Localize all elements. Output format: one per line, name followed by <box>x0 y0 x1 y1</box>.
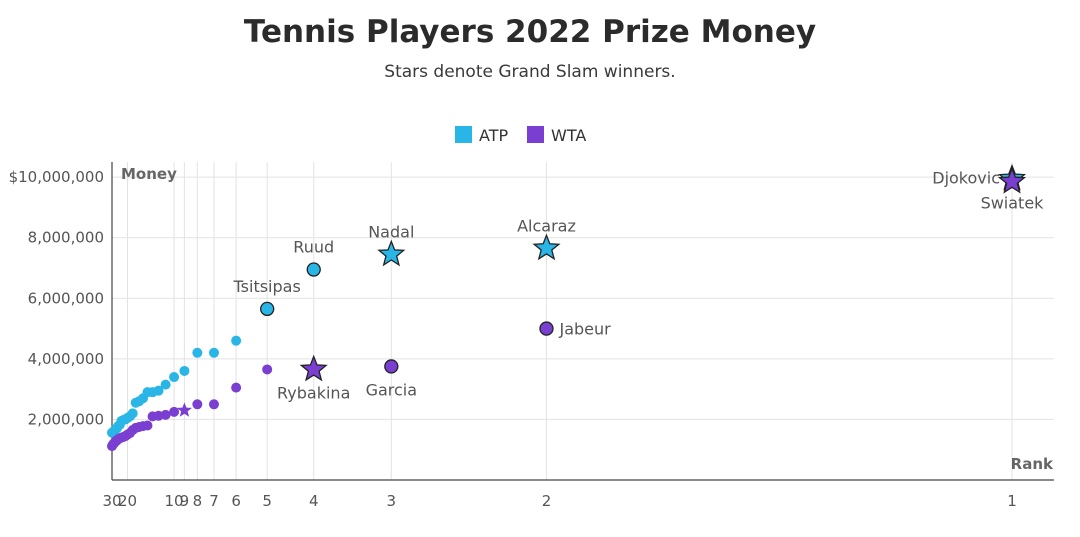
atp-point-rank-8 <box>192 347 203 358</box>
legend-label-atp: ATP <box>479 126 508 145</box>
wta-point-rank-5 <box>262 364 273 375</box>
data-label-swiatek: Swiatek <box>981 194 1045 213</box>
data-label-garcia: Garcia <box>366 380 417 399</box>
x-tick-label: 20 <box>118 492 137 510</box>
wta-point-rank-6 <box>231 382 242 393</box>
data-marks <box>107 163 1027 452</box>
y-tick-label: 6,000,000 <box>28 289 104 307</box>
data-labels: Djokovic Alcaraz Nadal Ruud Tsitsipas Swiatek… <box>233 169 1045 403</box>
x-tick-label: 3 <box>387 492 397 510</box>
data-label-alcaraz: Alcaraz <box>517 216 576 235</box>
x-tick-label: 2 <box>542 492 552 510</box>
data-label-jabeur: Jabeur <box>558 320 611 339</box>
y-axis-label: Money <box>121 165 177 183</box>
wta-point-rank-2 <box>539 321 554 336</box>
atp-point-rank-30 <box>107 427 117 438</box>
data-label-ruud: Ruud <box>293 238 334 257</box>
axes: Money Rank <box>111 162 1054 481</box>
data-label-nadal: Nadal <box>368 222 414 241</box>
wta-point-rank-30 <box>107 441 117 452</box>
x-tick-label: 30 <box>102 492 121 510</box>
atp-point-rank-2-star <box>532 233 561 261</box>
x-tick-label: 10 <box>165 492 184 510</box>
atp-point-rank-4 <box>306 262 321 277</box>
atp-point-rank-11 <box>160 379 171 390</box>
wta-point-rank-8 <box>192 399 203 410</box>
y-tick-label: 4,000,000 <box>28 350 104 368</box>
atp-point-rank-10 <box>169 372 180 383</box>
wta-point-rank-1-star <box>997 166 1027 194</box>
data-label-rybakina: Rybakina <box>277 383 350 402</box>
x-axis-label: Rank <box>1011 455 1054 473</box>
legend-swatch-atp <box>455 126 472 143</box>
legend: ATP WTA <box>455 126 586 145</box>
y-tick-label: $10,000,000 <box>9 168 104 186</box>
legend-swatch-wta <box>527 126 544 143</box>
atp-point-rank-6 <box>231 335 242 346</box>
x-tick-label: 7 <box>209 492 219 510</box>
data-label-tsitsipas: Tsitsipas <box>233 277 301 296</box>
legend-label-wta: WTA <box>551 126 586 145</box>
x-tick-label: 5 <box>262 492 272 510</box>
data-label-djokovic: Djokovic <box>932 169 1000 188</box>
wta-point-rank-10 <box>169 406 180 417</box>
wta-point-rank-13 <box>147 411 158 422</box>
atp-point-rank-17 <box>130 397 141 408</box>
x-tick-label: 8 <box>193 492 203 510</box>
wta-point-rank-3 <box>384 359 399 374</box>
x-tick-label: 4 <box>309 492 319 510</box>
atp-point-rank-5 <box>260 301 275 317</box>
atp-point-rank-3-star <box>377 239 406 267</box>
wta-point-rank-9-star <box>176 402 193 417</box>
chart-subtitle: Stars denote Grand Slam winners. <box>384 62 676 82</box>
x-tick-label: 6 <box>231 492 241 510</box>
atp-point-rank-7 <box>208 347 219 358</box>
x-tick-label: 1 <box>1007 492 1017 510</box>
y-tick-label: 2,000,000 <box>28 410 104 428</box>
wta-point-rank-7 <box>208 399 219 410</box>
y-tick-label: 8,000,000 <box>28 229 104 247</box>
atp-point-rank-9 <box>179 365 190 376</box>
wta-point-rank-4-star <box>299 354 328 382</box>
x-tick-label: 9 <box>180 492 190 510</box>
chart-title: Tennis Players 2022 Prize Money <box>243 14 817 50</box>
